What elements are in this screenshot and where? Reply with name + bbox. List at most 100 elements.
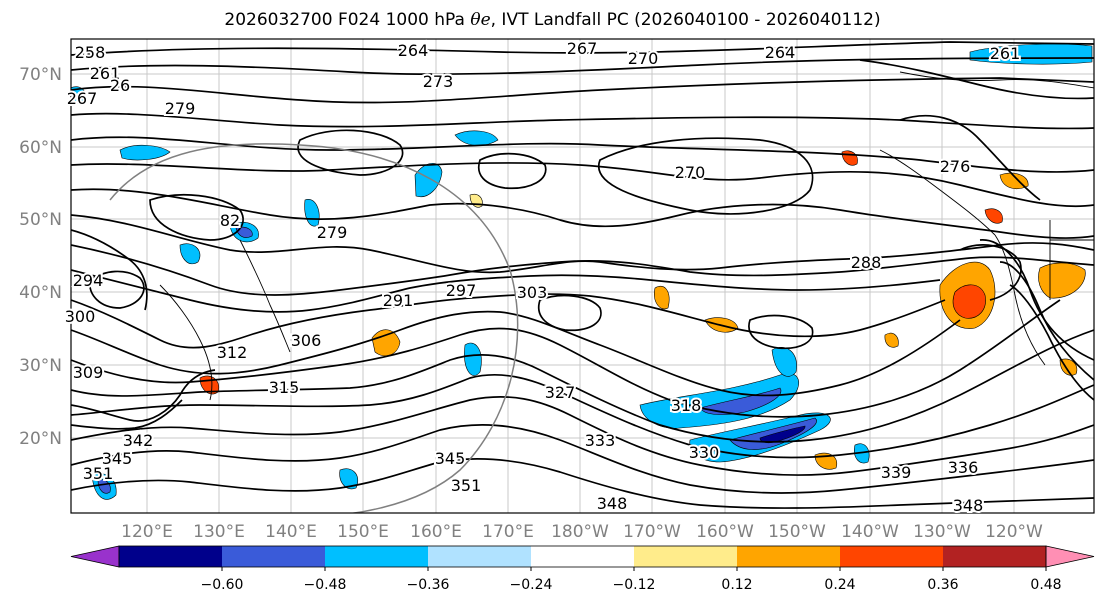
- contour-line: [748, 314, 814, 350]
- contour-label: 267: [67, 89, 98, 108]
- contour-label: 303: [517, 283, 548, 302]
- contour-label: 348: [597, 494, 628, 513]
- contour-line: [71, 269, 941, 313]
- pos-patch: [884, 332, 899, 348]
- contour-label: 342: [123, 431, 154, 450]
- contour-line: [959, 244, 1022, 301]
- pos-patch: [371, 329, 401, 357]
- lon-tick-label: 120°E: [121, 522, 173, 542]
- contour-line: [477, 152, 547, 190]
- contour-label: 315: [269, 378, 300, 397]
- contour-line: [71, 188, 1094, 239]
- coastlines: [159, 71, 1094, 401]
- lon-tick-label: 170°E: [482, 522, 534, 542]
- latitude-labels: 70°N 60°N 50°N 40°N 30°N 20°N: [19, 65, 62, 449]
- contour-label: 312: [217, 343, 248, 362]
- colorbar-bin: [428, 546, 531, 567]
- lat-tick-label: 60°N: [19, 138, 62, 158]
- contour-label: 348: [953, 496, 984, 515]
- lat-tick-label: 50°N: [19, 210, 62, 230]
- contour-line: [71, 457, 1094, 509]
- contour-label: 267: [567, 39, 598, 58]
- lat-tick-label: 40°N: [19, 283, 62, 303]
- chart-title: 2026032700 F024 1000 hPa θe, IVT Landfal…: [0, 10, 1105, 30]
- contour-line: [71, 77, 1094, 104]
- coastline: [879, 149, 996, 236]
- lon-tick-label: 170°W: [623, 522, 681, 542]
- lon-tick-label: 180°W: [551, 522, 609, 542]
- contour-label: 333: [585, 431, 616, 450]
- colorbar-bin: [737, 546, 840, 567]
- lon-tick-label: 140°E: [265, 522, 317, 542]
- colorbar-bin: [840, 546, 943, 567]
- pos-patch: [654, 286, 670, 310]
- lon-tick-label: 150°W: [768, 522, 826, 542]
- colorbar-extend-max: [1045, 545, 1095, 568]
- colorbar-bin: [943, 546, 1046, 567]
- contour-line: [71, 162, 1094, 208]
- contour-label: 261: [990, 44, 1021, 63]
- lon-tick-label: 160°W: [696, 522, 754, 542]
- colorbar-tick-label: −0.12: [613, 577, 656, 593]
- contour-label: 276: [940, 157, 971, 176]
- colorbar-tick-label: −0.60: [201, 577, 244, 593]
- pos-patch: [1059, 358, 1078, 376]
- lon-tick-label: 160°E: [410, 522, 462, 542]
- contour-label: 264: [398, 41, 429, 60]
- colorbar-frame: [118, 545, 1047, 568]
- contour-label: 339: [881, 463, 912, 482]
- colorbar: −0.60 −0.48 −0.36 −0.24 −0.12 0.12 0.24 0.36 0.4…: [70, 545, 1095, 593]
- neg-patch: [969, 43, 1093, 65]
- colorbar-tick-label: −0.24: [510, 577, 553, 593]
- contour-line: [71, 395, 1094, 476]
- colorbar-bin: [634, 546, 737, 567]
- theta-e-symbol: θe: [470, 10, 491, 30]
- plot-frame: [70, 38, 1095, 514]
- neg-patch: [454, 130, 499, 146]
- contour-line: [71, 329, 1094, 443]
- contour-label: 273: [423, 72, 454, 91]
- contour-label: 279: [317, 223, 348, 242]
- contour-label: 309: [73, 363, 104, 382]
- contour-label: 300: [65, 307, 96, 326]
- theta-e-contours: [71, 41, 1094, 509]
- colorbar-tick-label: 0.12: [721, 577, 752, 593]
- contour-label: 264: [765, 43, 796, 62]
- contour-label: 288: [851, 253, 882, 272]
- shaded-ivt-pc: [71, 43, 1093, 500]
- contour-line: [999, 261, 1094, 381]
- contour-line: [71, 229, 148, 311]
- neg-patch: [854, 443, 870, 464]
- contour-label: 327: [545, 383, 576, 402]
- contour-line: [71, 112, 1094, 130]
- contour-line: [71, 41, 1094, 56]
- pos-patch: [952, 284, 986, 319]
- contour-line: [89, 270, 145, 309]
- colorbar-tick-label: −0.48: [304, 577, 347, 593]
- neg-patch: [339, 468, 359, 490]
- colorbar-tick-label: 0.36: [927, 577, 958, 593]
- title-suffix: , IVT Landfall PC (2026040100 - 20260401…: [490, 10, 881, 30]
- colorbar-bin: [119, 546, 222, 567]
- coastline: [994, 234, 1046, 366]
- contour-line: [149, 194, 244, 241]
- lon-tick-label: 150°E: [337, 522, 389, 542]
- coastline: [159, 284, 213, 401]
- coastline: [239, 239, 291, 353]
- contour-label: 351: [451, 476, 482, 495]
- contour-line: [859, 59, 1094, 100]
- colorbar-tick-label: 0.48: [1030, 577, 1061, 593]
- contour-label: 330: [689, 443, 720, 462]
- contour-label: 297: [446, 281, 477, 300]
- neg-patch: [464, 342, 482, 376]
- contour-line: [537, 294, 602, 332]
- coastline: [899, 71, 1094, 89]
- contour-line: [71, 374, 1094, 459]
- longitude-labels: 120°E 130°E 140°E 150°E 160°E 170°E 180°W 170°W…: [121, 522, 1043, 542]
- contour-label: 82: [220, 211, 240, 230]
- contour-label: 270: [675, 163, 706, 182]
- lat-tick-label: 30°N: [19, 356, 62, 376]
- contour-line: [71, 310, 961, 397]
